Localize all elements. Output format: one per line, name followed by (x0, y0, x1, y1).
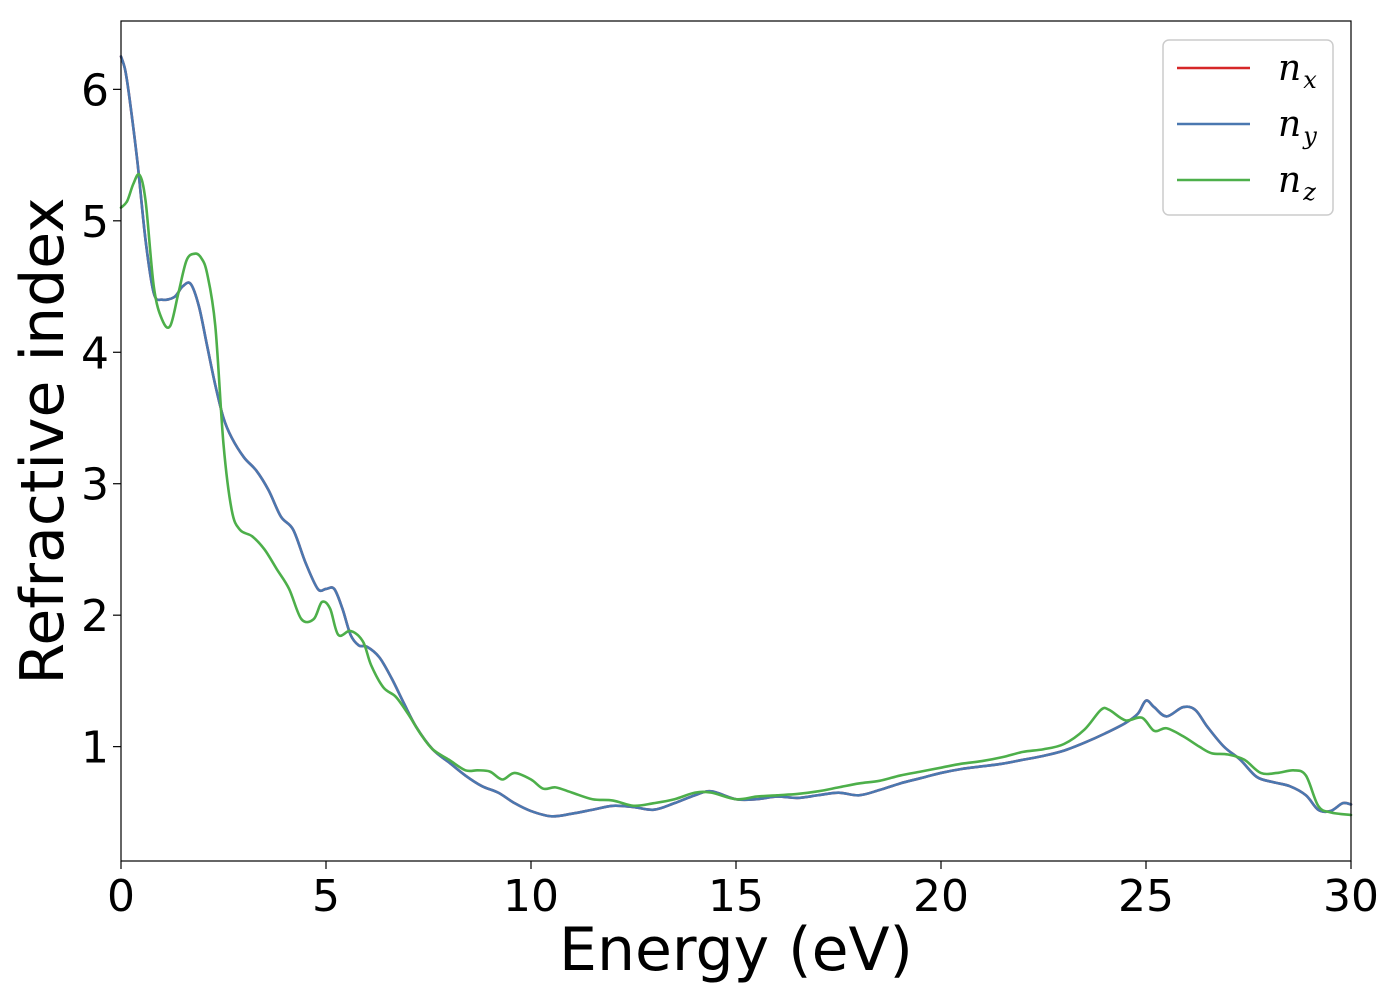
legend-label-y: ny (1278, 104, 1317, 150)
y-tick-label: 5 (81, 197, 109, 248)
x-axis-label: Energy (eV) (559, 915, 913, 985)
x-axis-ticks: 0 5 10 15 20 25 30 (107, 861, 1379, 922)
y-axis-label: Refractive index (8, 197, 78, 684)
series-line-z (119, 172, 1353, 817)
legend-label-x: nx (1278, 48, 1317, 94)
x-tick-label: 20 (913, 871, 969, 922)
legend-label-z: nz (1278, 160, 1316, 206)
series-layer (119, 55, 1353, 818)
x-tick-label: 10 (503, 871, 559, 922)
legend-label-main: n (1278, 48, 1301, 89)
y-tick-label: 4 (81, 328, 109, 379)
legend-label-sub: y (1302, 122, 1317, 150)
series-line-y (119, 55, 1353, 818)
x-tick-label: 15 (708, 871, 764, 922)
y-tick-label: 3 (81, 460, 109, 511)
x-tick-label: 25 (1118, 871, 1174, 922)
legend-label-sub: z (1302, 178, 1316, 206)
x-tick-label: 5 (312, 871, 340, 922)
x-tick-label: 30 (1323, 871, 1379, 922)
y-axis-ticks: 1 2 3 4 5 6 (81, 65, 121, 774)
y-tick-label: 1 (81, 723, 109, 774)
legend-box (1162, 39, 1334, 216)
x-tick-label: 0 (107, 871, 135, 922)
legend-label-main: n (1278, 104, 1301, 145)
legend-label-main: n (1278, 160, 1301, 201)
legend-label-sub: x (1303, 66, 1317, 94)
y-tick-label: 6 (81, 65, 109, 116)
y-tick-label: 2 (81, 591, 109, 642)
